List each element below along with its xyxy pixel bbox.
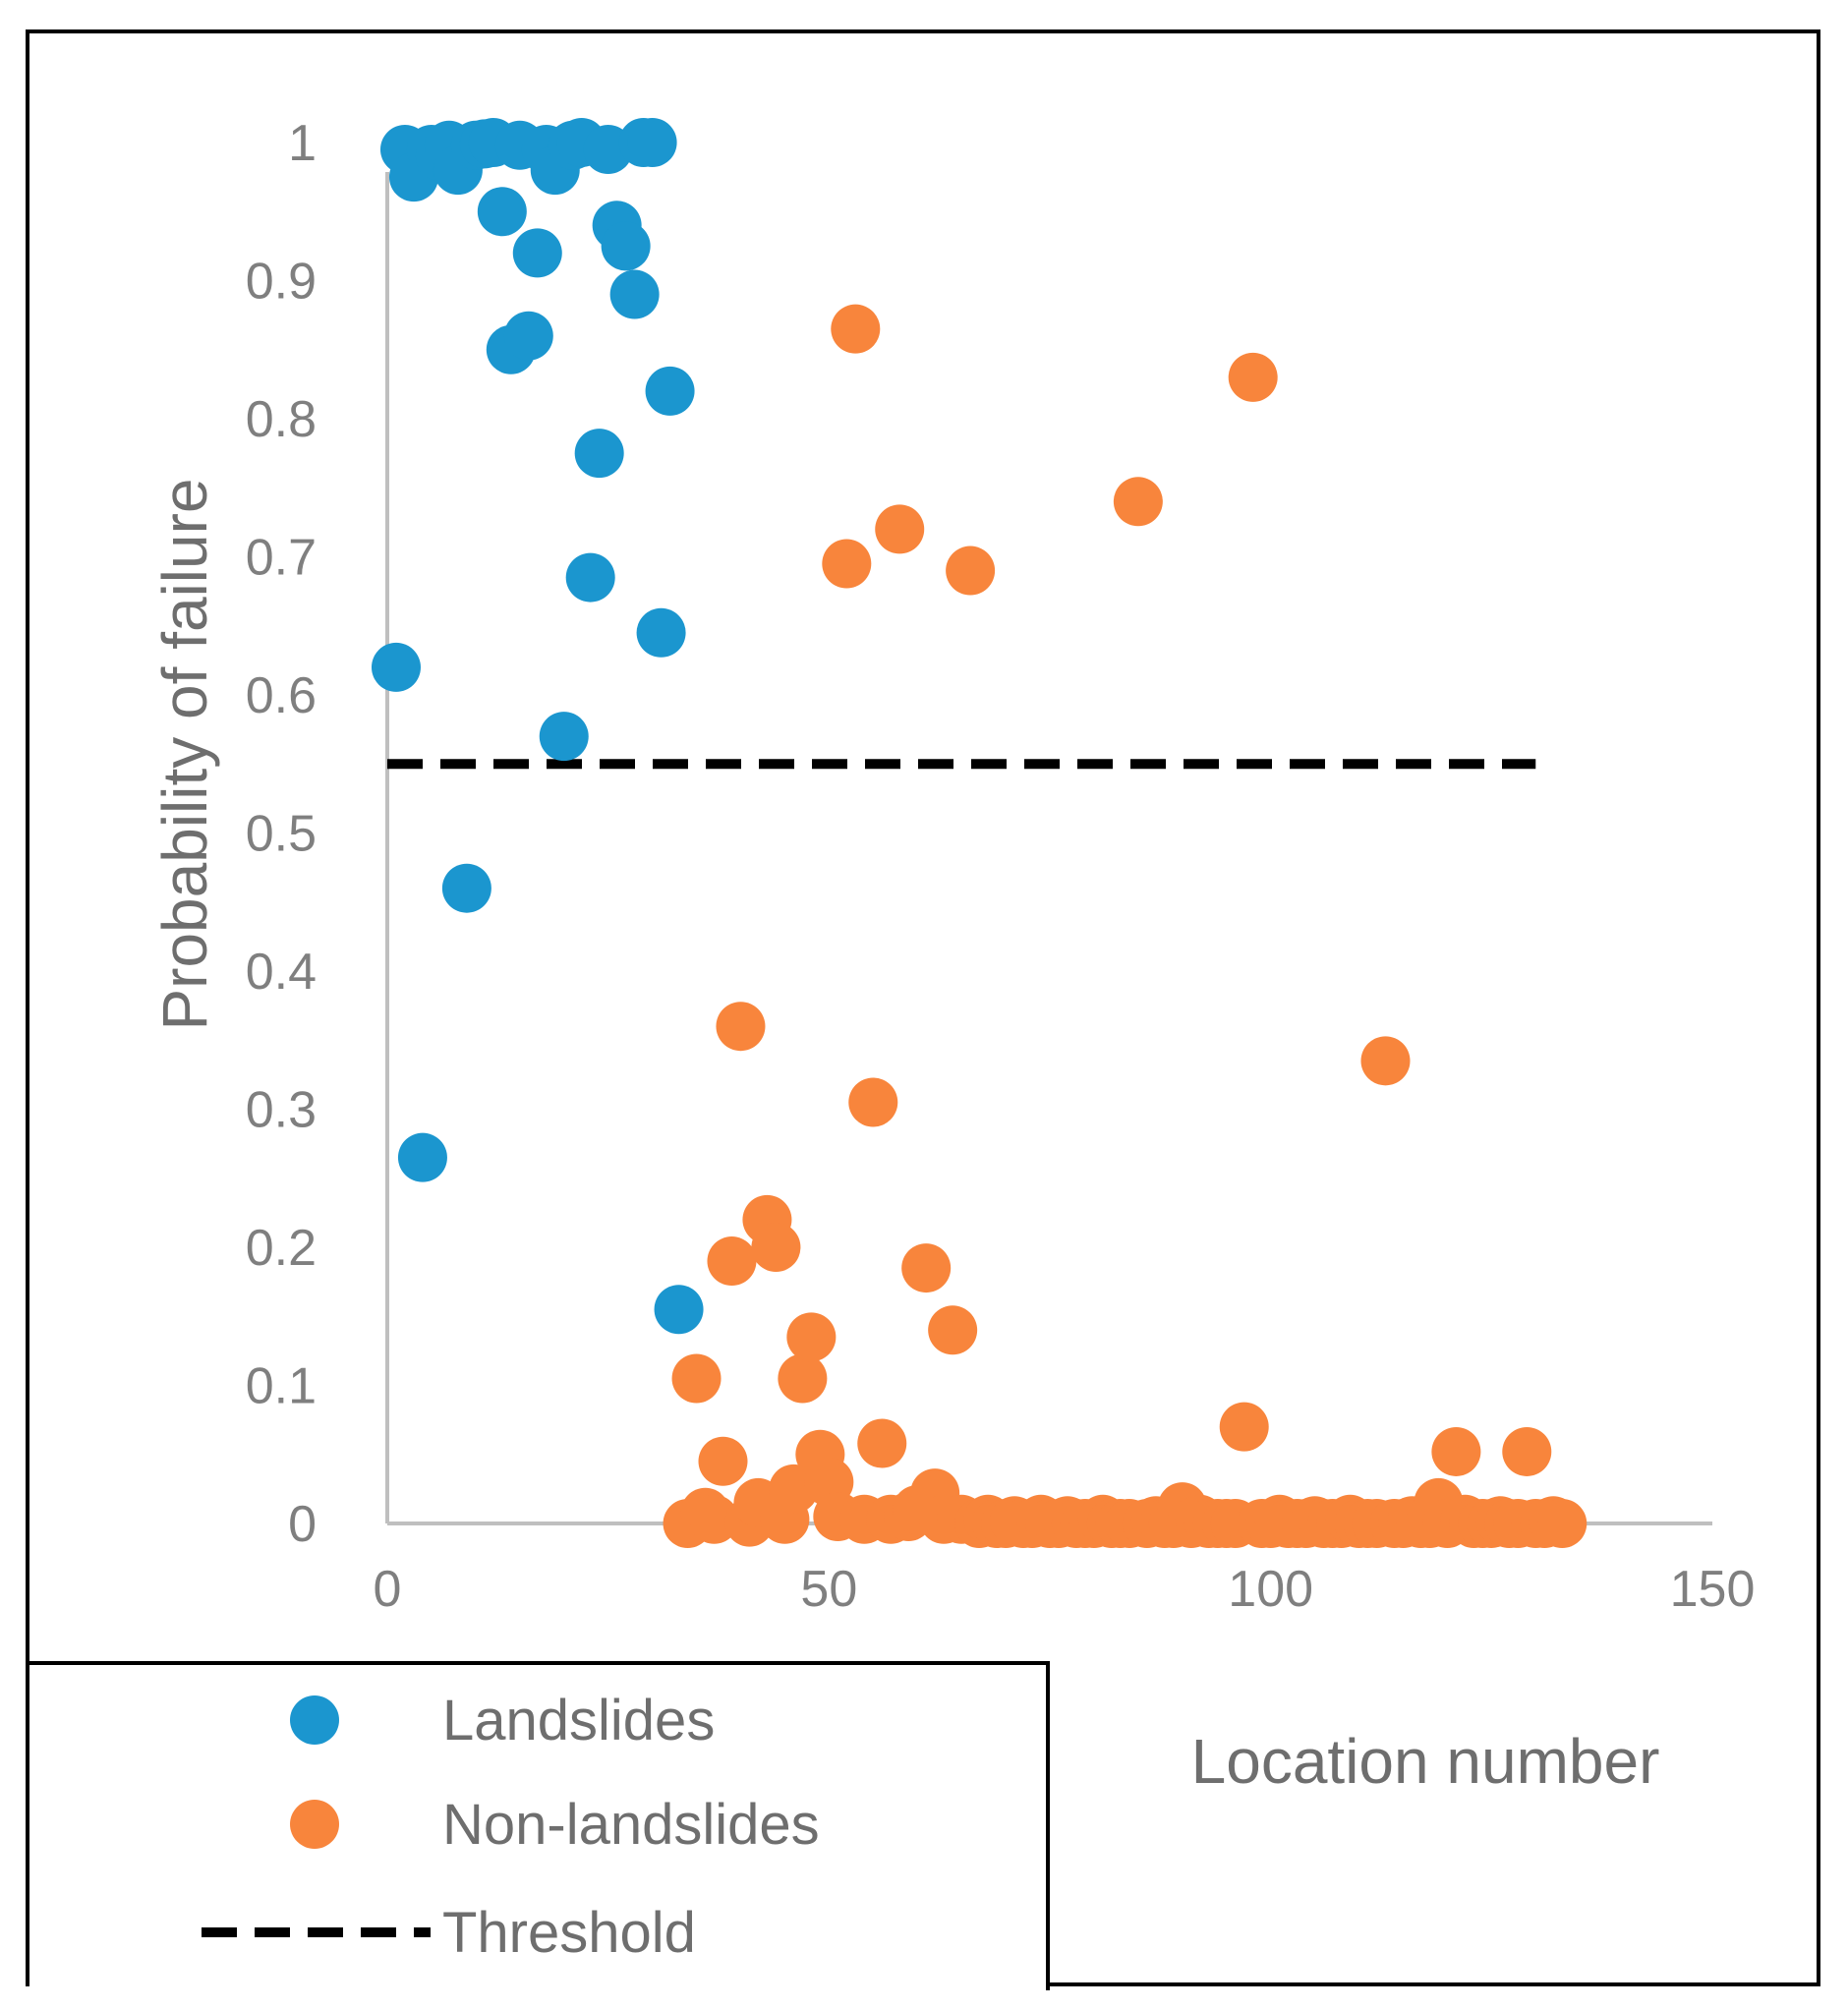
landslide-point	[609, 269, 660, 319]
non-landslide-point	[1502, 1426, 1552, 1476]
non-landslide-point	[751, 1223, 801, 1272]
non-landslide-point	[707, 1236, 757, 1287]
landslide-point	[512, 228, 562, 278]
y-tick-label: 0.8	[246, 391, 317, 448]
non-landslide-point	[671, 1353, 722, 1404]
x-tick-label: 0	[374, 1561, 402, 1618]
y-tick-label: 0.4	[246, 944, 317, 1001]
non-landslide-point	[1219, 1402, 1269, 1452]
non-landslide-point	[716, 1002, 766, 1052]
non-landslide-point	[1360, 1036, 1411, 1086]
landslide-point	[627, 118, 677, 167]
non-landslide-point	[857, 1418, 907, 1468]
non-landslide-point	[778, 1353, 828, 1404]
x-tick-label: 150	[1670, 1561, 1756, 1618]
non-landslide-point	[1537, 1499, 1588, 1548]
landslide-point	[565, 552, 615, 603]
non-landslide-point	[831, 304, 881, 354]
landslide-point	[441, 863, 491, 913]
scatter-chart: 00.10.20.30.40.50.60.70.80.91 0 50 100 150 …	[29, 115, 1756, 1990]
landslide-point	[371, 642, 421, 692]
non-landslide-point	[689, 1494, 739, 1544]
y-tick-label: 0.5	[246, 806, 317, 863]
y-tick-label: 0.2	[246, 1220, 317, 1277]
legend-landslides-label: Landslides	[442, 1689, 715, 1752]
non-landslide-point	[946, 546, 996, 596]
points-layer	[371, 118, 1588, 1548]
legend-landslides-marker	[290, 1695, 339, 1745]
y-tick-label: 0.7	[246, 530, 317, 587]
axes	[385, 172, 1712, 1525]
non-landslide-point	[848, 1077, 898, 1127]
non-landslide-point	[698, 1436, 748, 1486]
non-landslide-point	[822, 539, 872, 589]
x-tick-labels: 0 50 100 150	[374, 1561, 1756, 1618]
legend: Landslides Non-landslides Threshold	[29, 1661, 1050, 1990]
non-landslide-point	[928, 1305, 978, 1355]
landslide-point	[539, 712, 589, 762]
y-tick-label: 0.3	[246, 1082, 317, 1139]
x-tick-label: 50	[800, 1561, 857, 1618]
landslide-point	[636, 607, 686, 658]
y-tick-label: 0	[288, 1496, 317, 1553]
y-tick-label: 0.1	[246, 1358, 317, 1415]
landslide-point	[654, 1285, 704, 1335]
landslide-point	[477, 187, 527, 237]
landslide-point	[601, 221, 651, 271]
non-landslide-point	[1228, 352, 1278, 402]
legend-box	[29, 1661, 1050, 1990]
legend-nonlandslides-marker	[290, 1800, 339, 1849]
legend-nonlandslides-label: Non-landslides	[442, 1793, 820, 1857]
landslide-point	[397, 1132, 447, 1182]
y-tick-labels: 0 0.1 0.2 0.3 0.4 0.5 0.6 0.7 0.8 0.9 1	[246, 115, 317, 1553]
non-landslide-point	[875, 504, 925, 554]
y-tick-label: 1	[288, 115, 317, 172]
landslide-point	[645, 366, 695, 416]
non-landslide-point	[786, 1312, 837, 1362]
landslide-point	[574, 429, 624, 479]
non-landslide-point	[1113, 477, 1163, 527]
y-axis-title: Probability of failure	[149, 478, 220, 1030]
y-tick-label: 0.6	[246, 667, 317, 724]
x-axis-title: Location number	[1191, 1726, 1660, 1797]
landslide-point	[503, 311, 553, 361]
non-landslide-point	[1431, 1426, 1481, 1476]
x-tick-label: 100	[1228, 1561, 1313, 1618]
figure-frame: 0 0.1 0.2 0.3 0.4 0.5 0.6 0.7 0.8 0.9 1 0 50 100 150 …	[26, 29, 1820, 1990]
y-tick-label: 0.9	[246, 254, 317, 311]
non-landslide-point	[901, 1243, 952, 1293]
legend-threshold-label: Threshold	[442, 1901, 696, 1965]
